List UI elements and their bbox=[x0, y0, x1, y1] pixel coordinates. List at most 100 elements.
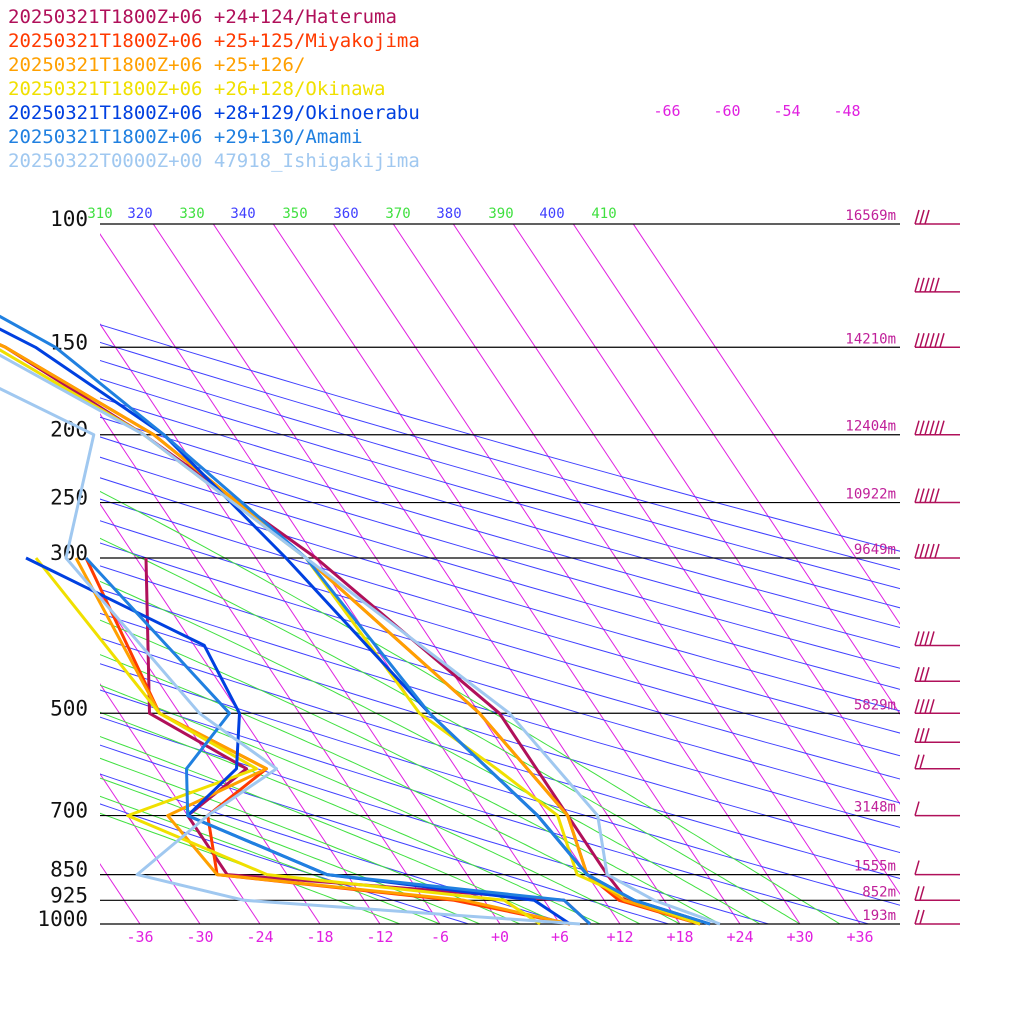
isotherm-line bbox=[452, 224, 900, 895]
temperature-tick-label: +24 bbox=[726, 928, 753, 946]
wind-barb bbox=[914, 209, 960, 225]
moist-adiabat bbox=[100, 580, 761, 924]
temperature-line bbox=[0, 343, 701, 926]
barb-flag bbox=[919, 667, 925, 682]
wind-barb bbox=[914, 543, 960, 559]
temperature-tick-label: -6 bbox=[431, 928, 449, 946]
temperature-axis: -36 -30 -24 -18 -12 -6 +0 +6 +12 +18 +24 +30 +36 bbox=[126, 928, 873, 946]
wind-barb bbox=[914, 909, 960, 925]
isotherm-line bbox=[392, 224, 861, 924]
dry-adiabat bbox=[100, 565, 900, 804]
temperature-tick-label: +6 bbox=[551, 928, 569, 946]
barb-flag bbox=[914, 488, 920, 503]
wind-barb bbox=[914, 277, 960, 293]
barb-flag bbox=[934, 420, 940, 435]
isotherm-top-label: -66 bbox=[653, 102, 680, 120]
barb-flag bbox=[929, 699, 935, 714]
dewpoint-line bbox=[25, 556, 571, 926]
height-label: 5829m bbox=[854, 697, 896, 713]
barb-flag bbox=[914, 728, 920, 743]
barb-flag bbox=[919, 631, 925, 646]
isotherm-line bbox=[100, 413, 441, 924]
barb-flag bbox=[919, 209, 925, 225]
barb-flag bbox=[914, 631, 920, 646]
isentrope-label: 400 bbox=[539, 206, 564, 222]
series-3 bbox=[0, 348, 701, 926]
wind-barb bbox=[914, 667, 960, 682]
isentrope-label: 360 bbox=[333, 206, 358, 222]
isentrope-label: 410 bbox=[591, 206, 616, 222]
barb-flag bbox=[919, 277, 925, 293]
legend-entry: 20250321T1800Z+06 +24+124/Hateruma bbox=[8, 6, 397, 28]
barb-flag bbox=[934, 543, 940, 559]
barb-flag bbox=[929, 543, 935, 559]
temperature-line bbox=[0, 343, 701, 926]
barb-flag bbox=[924, 333, 930, 348]
height-label: 3148m bbox=[854, 800, 896, 816]
series-6 bbox=[0, 353, 721, 926]
barb-flag bbox=[939, 420, 945, 435]
series-2 bbox=[0, 343, 701, 926]
barb-flag bbox=[914, 667, 920, 682]
temperature-tick-label: +30 bbox=[786, 928, 813, 946]
temperature-tick-label: -30 bbox=[186, 928, 213, 946]
barb-flag bbox=[929, 333, 935, 348]
wind-barb bbox=[914, 631, 960, 647]
isotherm-line bbox=[512, 224, 900, 805]
isotherm-top-label: -48 bbox=[833, 102, 860, 120]
isotherm-line bbox=[0, 224, 20, 924]
pressure-label: 1000 bbox=[37, 907, 88, 931]
barb-flag bbox=[924, 488, 930, 503]
barb-flag bbox=[919, 699, 925, 714]
barb-flag bbox=[924, 728, 930, 743]
isentrope-label: 320 bbox=[127, 206, 152, 222]
height-label: 852m bbox=[862, 884, 896, 900]
temperature-line bbox=[0, 343, 701, 926]
barb-flag bbox=[929, 631, 935, 646]
legend-entry: 20250321T1800Z+06 +28+129/Okinoerabu bbox=[8, 102, 420, 124]
temperature-line bbox=[0, 314, 711, 926]
barb-flag bbox=[924, 667, 930, 682]
isotherm-top-label: -60 bbox=[713, 102, 740, 120]
barb-flag bbox=[914, 801, 920, 816]
barb-flag bbox=[924, 699, 930, 714]
temperature-tick-label: -36 bbox=[126, 928, 153, 946]
barb-flag bbox=[924, 543, 930, 559]
barb-flag bbox=[914, 886, 920, 901]
height-label: 10922m bbox=[845, 487, 896, 503]
temperature-line bbox=[0, 353, 721, 926]
moist-adiabat bbox=[100, 684, 641, 924]
barb-flag bbox=[919, 909, 925, 925]
height-label: 9649m bbox=[854, 542, 896, 558]
wind-barb bbox=[914, 860, 960, 876]
moist-adiabat bbox=[100, 757, 521, 924]
isotherm-line bbox=[212, 224, 681, 924]
barb-flag bbox=[919, 488, 925, 503]
legend-entry: 20250321T1800Z+06 +29+130/Amami bbox=[8, 126, 363, 148]
barb-flag bbox=[914, 333, 920, 348]
barb-flag bbox=[929, 420, 935, 435]
temperature-line bbox=[0, 327, 711, 926]
grid-lines bbox=[0, 224, 900, 924]
isentrope-label: 310 bbox=[87, 206, 112, 222]
sounding-profiles bbox=[0, 314, 721, 926]
moist-adiabat bbox=[100, 711, 601, 924]
temperature-tick-label: -24 bbox=[246, 928, 273, 946]
barb-flag bbox=[919, 754, 925, 769]
barb-flag bbox=[924, 209, 930, 225]
series-5 bbox=[0, 314, 711, 926]
barb-flag bbox=[919, 420, 925, 435]
wind-barb bbox=[914, 333, 960, 349]
dewpoint-line bbox=[34, 557, 541, 926]
wind-barb bbox=[914, 488, 960, 504]
isentrope-label: 370 bbox=[385, 206, 410, 222]
isotherm-line bbox=[100, 773, 201, 924]
barb-flag bbox=[924, 420, 930, 435]
barb-flag bbox=[919, 728, 925, 743]
temperature-tick-label: +0 bbox=[491, 928, 509, 946]
dewpoint-line bbox=[84, 556, 592, 926]
isotherm-line bbox=[152, 224, 621, 924]
barb-flag bbox=[919, 333, 925, 348]
barb-flag bbox=[919, 886, 925, 901]
